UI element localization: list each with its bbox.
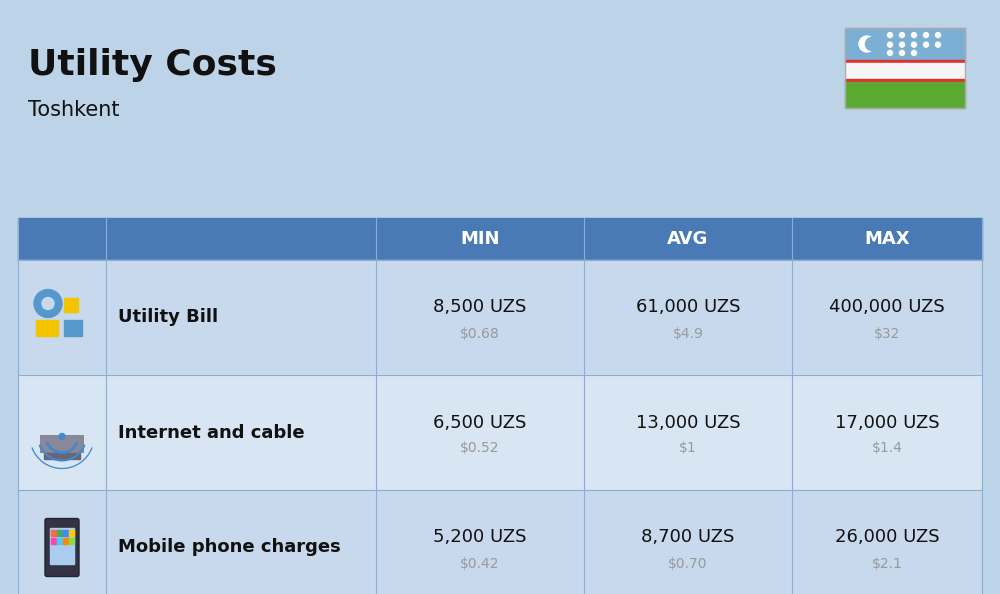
Text: $0.52: $0.52	[460, 441, 500, 456]
Circle shape	[888, 33, 893, 37]
Circle shape	[900, 42, 904, 47]
Circle shape	[34, 289, 62, 318]
Bar	[845, 79, 965, 82]
FancyBboxPatch shape	[45, 519, 79, 577]
Circle shape	[900, 33, 904, 37]
Bar	[845, 63, 965, 79]
Circle shape	[859, 36, 875, 52]
Text: 400,000 UZS: 400,000 UZS	[829, 299, 945, 317]
Bar	[63, 538, 68, 544]
Text: Mobile phone charges: Mobile phone charges	[118, 539, 341, 557]
Circle shape	[59, 434, 65, 440]
Bar	[845, 28, 965, 108]
Text: $2.1: $2.1	[872, 557, 902, 570]
Bar	[51, 538, 56, 544]
Bar	[44, 453, 80, 459]
Text: $4.9: $4.9	[673, 327, 703, 340]
Bar	[18, 490, 982, 594]
Circle shape	[924, 33, 928, 37]
Bar	[40, 434, 84, 453]
Text: Utility Costs: Utility Costs	[28, 48, 277, 82]
Text: $1.4: $1.4	[872, 441, 902, 456]
Circle shape	[924, 42, 928, 47]
Bar	[51, 529, 56, 536]
Text: Toshkent: Toshkent	[28, 100, 120, 120]
Circle shape	[912, 42, 916, 47]
Bar	[36, 320, 58, 336]
Bar	[18, 218, 982, 260]
Bar	[845, 82, 965, 108]
Text: AVG: AVG	[667, 230, 709, 248]
Text: MAX: MAX	[864, 230, 910, 248]
Text: 61,000 UZS: 61,000 UZS	[636, 299, 740, 317]
Bar	[69, 529, 74, 536]
Bar	[18, 375, 982, 490]
Circle shape	[865, 37, 879, 50]
Text: Utility Bill: Utility Bill	[118, 308, 218, 327]
Bar	[64, 298, 78, 311]
Circle shape	[42, 298, 54, 309]
Bar	[57, 538, 62, 544]
Bar	[63, 529, 68, 536]
Circle shape	[936, 33, 940, 37]
Circle shape	[936, 42, 940, 47]
Text: 5,200 UZS: 5,200 UZS	[433, 529, 527, 546]
Text: $0.70: $0.70	[668, 557, 708, 570]
Bar	[69, 538, 74, 544]
Circle shape	[900, 50, 904, 55]
Text: $1: $1	[679, 441, 697, 456]
Bar	[18, 260, 982, 375]
Circle shape	[888, 50, 893, 55]
Circle shape	[912, 33, 916, 37]
Text: MIN: MIN	[460, 230, 500, 248]
Text: $0.42: $0.42	[460, 557, 500, 570]
Text: $32: $32	[874, 327, 900, 340]
Text: 13,000 UZS: 13,000 UZS	[636, 413, 740, 431]
Text: 26,000 UZS: 26,000 UZS	[835, 529, 939, 546]
Text: 8,700 UZS: 8,700 UZS	[641, 529, 735, 546]
Bar	[57, 529, 62, 536]
Bar	[845, 28, 965, 60]
Circle shape	[912, 50, 916, 55]
Circle shape	[888, 42, 893, 47]
Text: 8,500 UZS: 8,500 UZS	[433, 299, 527, 317]
Text: 6,500 UZS: 6,500 UZS	[433, 413, 527, 431]
Bar	[50, 527, 74, 564]
Text: Internet and cable: Internet and cable	[118, 424, 305, 441]
Bar	[845, 60, 965, 63]
Bar	[64, 320, 82, 336]
Text: 17,000 UZS: 17,000 UZS	[835, 413, 939, 431]
Text: $0.68: $0.68	[460, 327, 500, 340]
